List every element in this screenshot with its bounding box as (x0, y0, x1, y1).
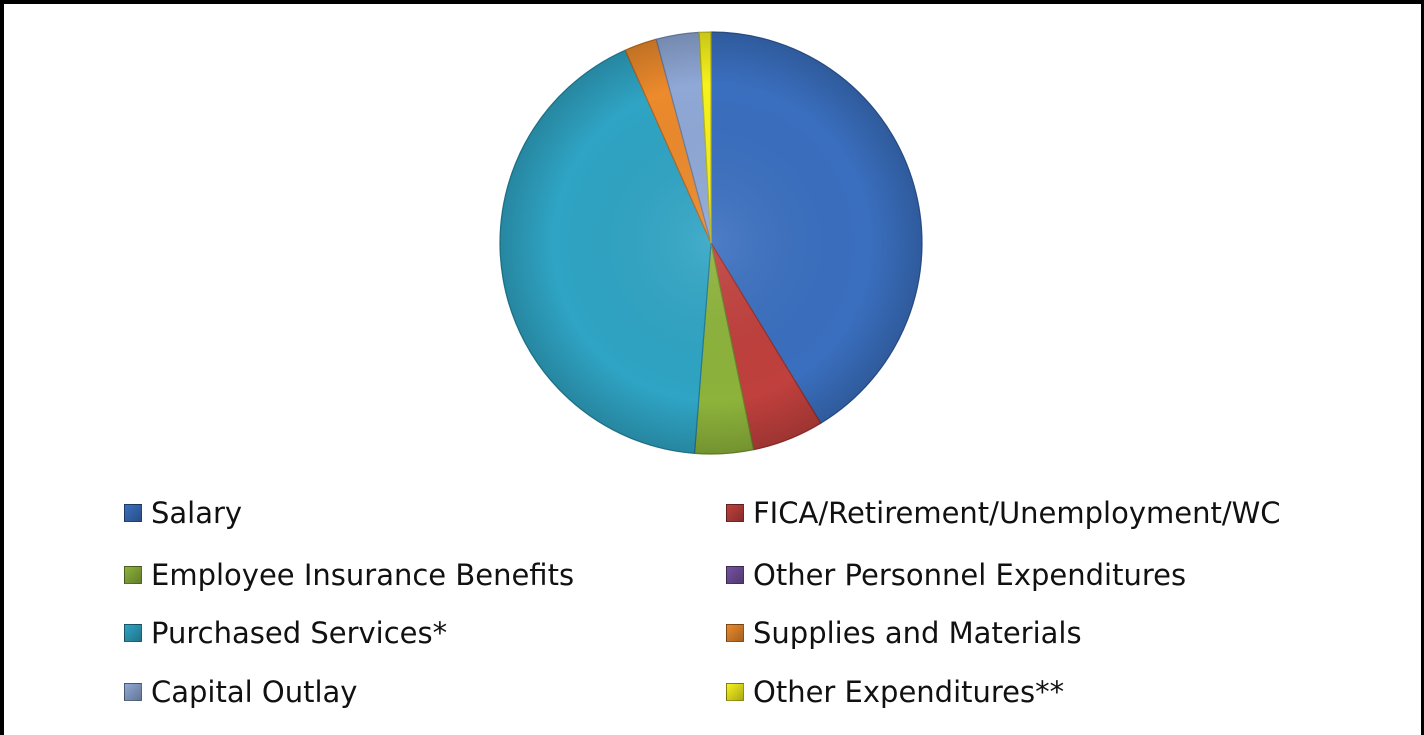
pie-slices (499, 31, 923, 455)
